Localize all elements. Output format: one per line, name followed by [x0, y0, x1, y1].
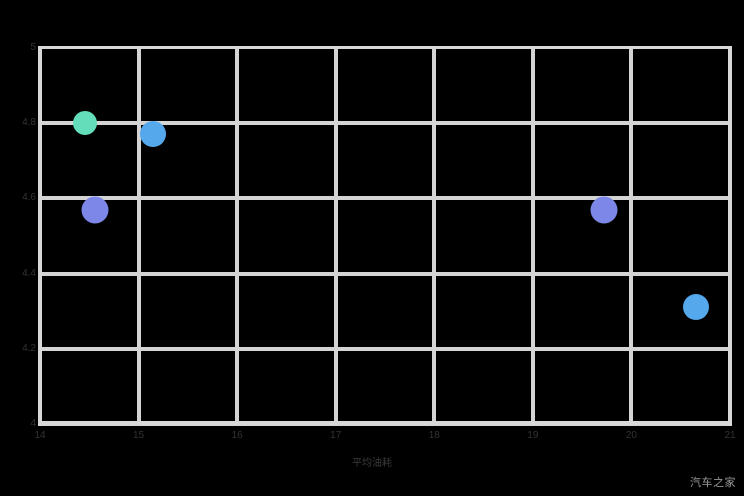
gridline-vertical	[333, 48, 338, 424]
gridline-horizontal	[40, 271, 730, 276]
gridline-vertical	[136, 48, 141, 424]
data-point[interactable]	[683, 294, 710, 321]
y-tick-label: 4.6	[22, 192, 36, 204]
gridline-vertical	[235, 48, 240, 424]
axis-right-border	[728, 46, 732, 426]
axis-top-border	[40, 46, 732, 49]
data-point[interactable]	[81, 196, 109, 224]
x-axis-title: 平均油耗	[352, 458, 392, 469]
x-tick-label: 19	[527, 430, 539, 441]
gridline-vertical	[530, 48, 535, 424]
y-axis-tick-labels: 5 4.8 4.6 4.4 4.2 4	[0, 0, 36, 496]
gridline-horizontal	[40, 196, 730, 201]
gridline-vertical	[432, 48, 437, 424]
data-point[interactable]	[73, 111, 98, 136]
y-tick-label: 4.2	[22, 342, 36, 354]
data-point[interactable]	[590, 196, 618, 224]
y-tick-label: 4	[30, 418, 36, 429]
watermark-label: 汽车之家	[690, 477, 736, 489]
x-tick-label: 15	[133, 430, 145, 441]
x-tick-label: 20	[625, 430, 637, 441]
y-axis-line	[38, 46, 42, 426]
y-tick-label: 5	[30, 42, 36, 53]
y-tick-label: 4.4	[22, 267, 36, 279]
gridline-horizontal	[40, 121, 730, 126]
gridline-horizontal	[40, 346, 730, 351]
x-tick-label: 16	[231, 430, 243, 441]
x-tick-label: 18	[428, 430, 440, 441]
x-tick-label: 17	[330, 430, 342, 441]
x-axis-line	[40, 421, 732, 425]
y-tick-label: 4.8	[22, 117, 36, 129]
gridline-vertical	[629, 48, 634, 424]
x-tick-label: 21	[724, 430, 736, 441]
x-tick-label: 14	[34, 430, 46, 441]
data-point[interactable]	[140, 121, 167, 148]
